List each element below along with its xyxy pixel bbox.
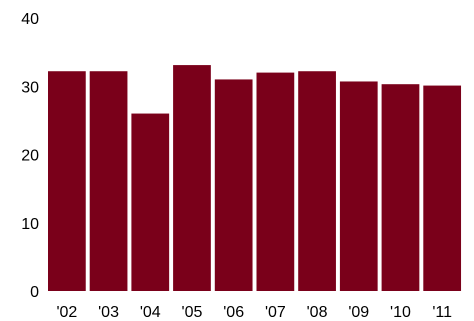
bar bbox=[381, 84, 420, 291]
y-tick-label: 20 bbox=[21, 148, 39, 165]
y-tick-label: 10 bbox=[21, 216, 39, 233]
y-tick-label: 30 bbox=[21, 79, 39, 96]
x-tick-label: '08 bbox=[307, 304, 328, 321]
x-tick-label: '09 bbox=[348, 304, 369, 321]
y-tick-label: 0 bbox=[30, 284, 39, 301]
x-tick-label: '11 bbox=[432, 304, 452, 321]
y-tick-label: 40 bbox=[21, 11, 39, 28]
x-tick-label: '04 bbox=[140, 304, 161, 321]
bar bbox=[423, 85, 462, 291]
bar bbox=[256, 72, 295, 291]
bar bbox=[48, 71, 86, 291]
x-axis-ticks: '02 '03 '04 '05 '06 '07 '08 '09 '10 '11 bbox=[56, 304, 452, 321]
x-tick-label: '07 bbox=[265, 304, 286, 321]
bar bbox=[339, 81, 378, 291]
bars bbox=[48, 65, 462, 292]
x-tick-label: '02 bbox=[56, 304, 77, 321]
bar bbox=[89, 71, 128, 291]
bar bbox=[173, 65, 211, 291]
x-tick-label: '05 bbox=[182, 304, 203, 321]
x-tick-label: '03 bbox=[98, 304, 119, 321]
x-tick-label: '06 bbox=[223, 304, 244, 321]
x-tick-label: '10 bbox=[390, 304, 411, 321]
y-axis-ticks: 0 10 20 30 40 bbox=[21, 11, 39, 301]
bar bbox=[298, 71, 336, 291]
bar bbox=[131, 113, 170, 291]
bar bbox=[214, 79, 253, 292]
